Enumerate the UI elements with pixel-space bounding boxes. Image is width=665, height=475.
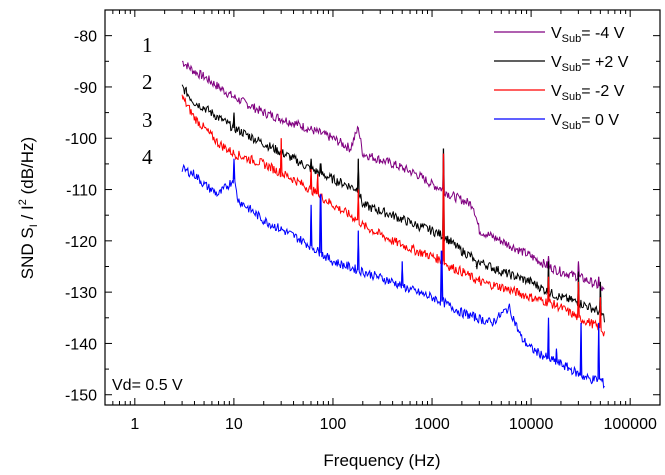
legend-label-value: = 0 V <box>581 112 619 129</box>
legend-label-value: = -2 V <box>581 83 624 100</box>
curve-number-4: 4 <box>142 145 153 169</box>
legend-label-4: VSub= 0 V <box>551 112 619 132</box>
legend-label-main: V <box>551 112 562 129</box>
x-tick-label: 100000 <box>603 416 656 433</box>
x-axis-title: Frequency (Hz) <box>323 451 440 470</box>
legend-label-value: = -4 V <box>581 25 624 42</box>
y-tick-label: -130 <box>65 285 97 302</box>
y-tick-label: -140 <box>65 336 97 353</box>
x-tick-label: 100 <box>320 416 347 433</box>
x-tick-label: 1000 <box>414 416 450 433</box>
y-tick-label: -120 <box>65 234 97 251</box>
legend-label-3: VSub= -2 V <box>551 83 625 103</box>
x-tick-label: 10 <box>225 416 243 433</box>
curve-number-3: 3 <box>142 108 153 132</box>
y-tick-label: -80 <box>74 29 97 46</box>
y-tick-label: -100 <box>65 131 97 148</box>
y-axis-title-part-2: I <box>28 224 40 227</box>
legend-label-subscript: Sub <box>562 120 582 132</box>
bias-annotation: Vd= 0.5 V <box>112 377 183 394</box>
y-axis-title-part-3: / I <box>18 205 37 224</box>
legend-label-1: VSub= -4 V <box>551 25 625 45</box>
legend-label-subscript: Sub <box>562 91 582 103</box>
y-axis-title-part-1: SND S <box>18 227 37 279</box>
legend-label-2: VSub= +2 V <box>551 54 629 74</box>
x-tick-label: 10000 <box>509 416 554 433</box>
series-line-2 <box>181 84 605 323</box>
plot-frame <box>104 9 661 406</box>
y-tick-label: -90 <box>74 80 97 97</box>
legend-label-main: V <box>551 25 562 42</box>
legend-label-main: V <box>551 83 562 100</box>
y-axis-title-part-5: (dB/Hz) <box>18 137 37 199</box>
curve-number-2: 2 <box>142 70 153 94</box>
x-tick-label: 1 <box>130 416 139 433</box>
y-axis-title-part-4: 2 <box>17 199 29 205</box>
y-tick-label: -150 <box>65 388 97 405</box>
series-layer <box>181 60 605 389</box>
series-line-1 <box>182 60 605 292</box>
legend-label-subscript: Sub <box>562 62 582 74</box>
legend-label-main: V <box>551 54 562 71</box>
x-axis: 1 10 100 1000 10000 100000 <box>104 10 661 433</box>
legend-label-value: = +2 V <box>581 54 628 71</box>
series-line-3 <box>181 94 605 337</box>
series-line-4 <box>181 158 605 389</box>
curve-number-1: 1 <box>142 33 153 57</box>
legend-label-subscript: Sub <box>562 33 582 45</box>
y-axis: -150 -140 -130 -120 -110 -100 -90 -80 <box>65 29 660 405</box>
y-axis-title: SND SI / I2 (dB/Hz) <box>17 137 40 279</box>
y-tick-label: -110 <box>66 183 97 200</box>
